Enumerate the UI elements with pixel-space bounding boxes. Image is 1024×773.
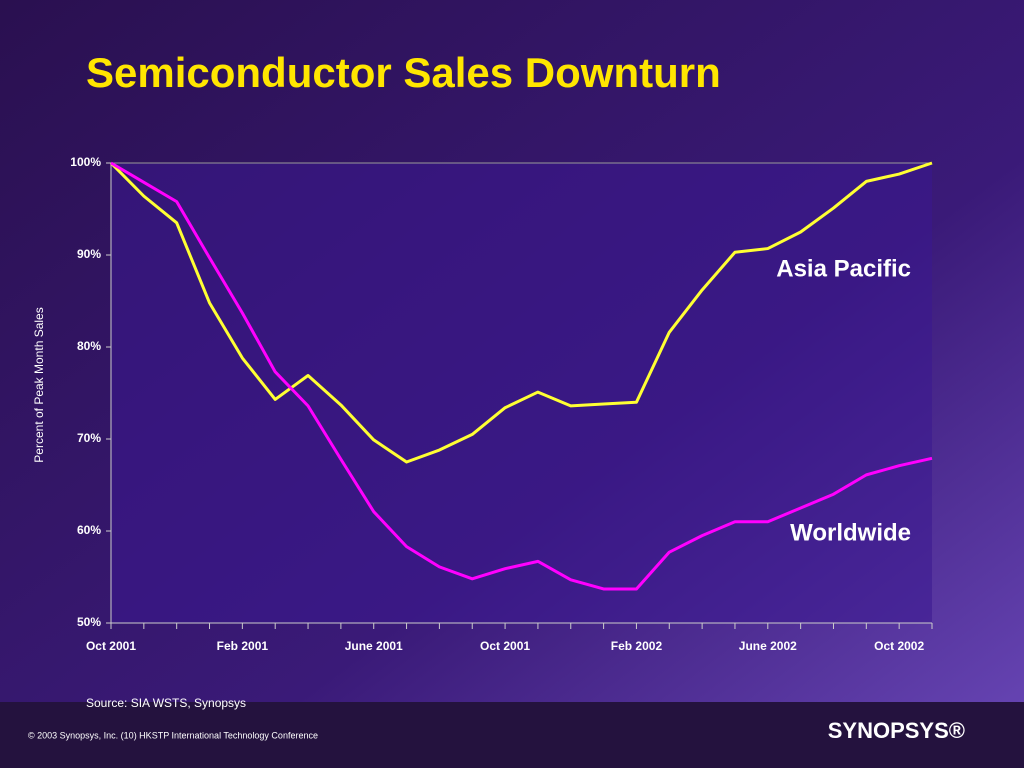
y-tick-label: 80% [77,339,101,353]
y-tick-label: 60% [77,523,101,537]
x-tick-label: Oct 2002 [874,639,924,653]
series-line [109,161,933,464]
y-tick-label: 50% [77,615,101,629]
copyright: © 2003 Synopsys, Inc. (10) HKSTP Interna… [28,730,318,740]
chart: 50% 60% 70% 80% 90% 100% Oct 2001 Feb 2001 June … [70,155,933,653]
series-line [110,161,933,591]
footer-bar [0,702,1024,768]
series-label: Asia Pacific [776,255,911,282]
x-tick-label: Feb 2002 [611,639,663,653]
plot-area [111,163,932,623]
y-axis-label: Percent of Peak Month Sales [32,307,46,462]
x-tick-label: June 2002 [739,639,797,653]
x-tick-label: June 2001 [345,639,403,653]
source: Source: SIA WSTS, Synopsys [86,696,246,710]
logo: SYNOPSYS® [828,718,965,743]
chart-title: Semiconductor Sales Downturn [86,49,721,96]
x-tick-label: Feb 2001 [217,639,269,653]
y-tick-label: 90% [77,247,101,261]
y-tick-label: 100% [70,155,101,169]
x-tick-label: Oct 2001 [86,639,136,653]
y-tick-label: 70% [77,431,101,445]
x-tick-label: Oct 2001 [480,639,530,653]
series-label: Worldwide [790,519,911,546]
